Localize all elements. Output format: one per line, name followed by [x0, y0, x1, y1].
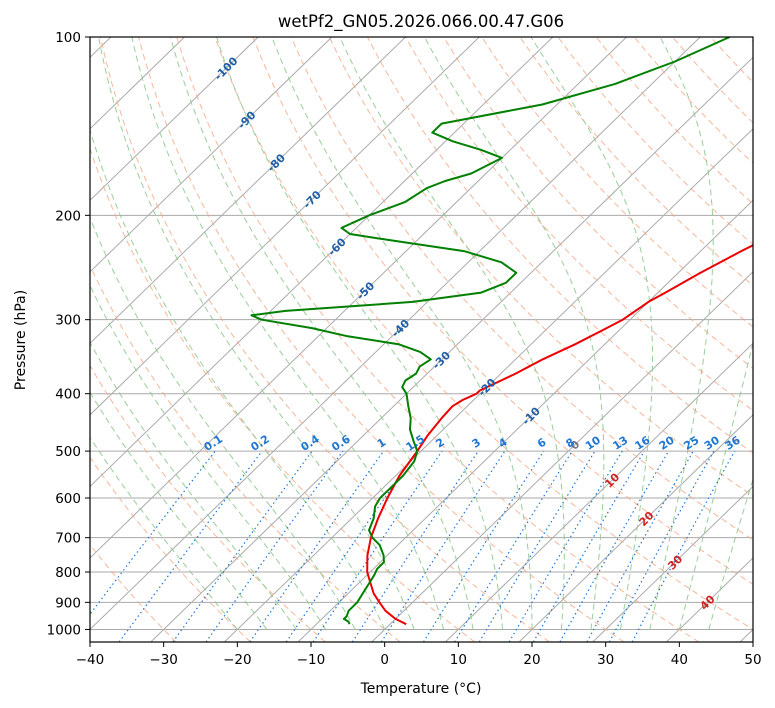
isotherm-line [224, 128, 753, 642]
dry-adiabat-line [176, 37, 700, 642]
mixing-ratio-line [90, 450, 216, 616]
x-tick-label: 10 [450, 652, 467, 668]
sounding-profiles [250, 37, 753, 626]
moist-adiabat-line [170, 37, 474, 630]
moist-adiabat-line [708, 477, 753, 630]
y-tick-label: 1000 [47, 622, 81, 638]
isotherm-line [90, 37, 406, 345]
dry-adiabat-line [90, 456, 251, 642]
y-tick-label: 600 [55, 491, 81, 507]
mixing-ratio-line [608, 450, 715, 642]
mixing-ratio-line [454, 450, 573, 642]
mixing-ratio-line [351, 450, 479, 642]
dry-adiabat-line [328, 37, 753, 497]
y-tick-label: 100 [55, 30, 81, 46]
x-axis-label: Temperature (°C) [360, 681, 482, 697]
isotherm-line [592, 485, 753, 642]
moist-adiabat-line [678, 340, 753, 630]
dry-adiabat-line [90, 264, 401, 642]
mixing-ratio-line [631, 450, 736, 642]
isotherm-line [445, 342, 753, 642]
mixing-ratio-line [532, 450, 645, 642]
moist-adiabat-line [98, 37, 415, 630]
x-tick-label: 20 [523, 652, 540, 668]
plot-frame [89, 36, 754, 643]
y-axis: 100 200 300 400 500 600 700 800 900 1000 [47, 30, 90, 638]
moist-adiabat-line [90, 341, 297, 630]
x-axis: −40 −30 −20 −10 0 10 20 30 40 50 [76, 642, 762, 668]
isotherm-line [90, 37, 701, 631]
x-tick-label: 0 [380, 652, 389, 668]
x-tick-label: −20 [223, 652, 252, 668]
temperature-line [366, 244, 753, 626]
moist-adiabat-line [90, 216, 356, 630]
isotherm-line [90, 37, 480, 416]
mixing-ratio-line [508, 450, 623, 642]
isotherm-line [518, 414, 753, 642]
dry-adiabat-line [443, 37, 753, 370]
dry-adiabat-line [90, 146, 476, 642]
dry-adiabat-line [100, 37, 550, 642]
moist-adiabat-line [530, 37, 653, 630]
x-tick-label: 40 [671, 652, 688, 668]
x-tick-label: −10 [297, 652, 326, 668]
dry-adiabat-line [290, 37, 753, 541]
moist-adiabat-line [271, 37, 533, 630]
dewpoint-line [250, 37, 731, 625]
isotherm-line [90, 37, 554, 488]
x-tick-label: −40 [76, 652, 105, 668]
moist-adiabat-line [216, 37, 503, 630]
mixing-ratio-line [312, 450, 443, 642]
mixing-ratio-line [422, 450, 545, 642]
x-tick-label: 30 [597, 652, 614, 668]
isotherm-line [90, 37, 259, 202]
dry-adiabat-line [214, 37, 753, 630]
y-axis-label: Pressure (hPa) [13, 290, 29, 390]
mixing-ratio-line [478, 450, 596, 642]
moist-adiabat-line [90, 436, 238, 630]
y-tick-label: 400 [55, 387, 81, 403]
moist-adiabat-line [90, 127, 386, 630]
x-tick-label: −30 [149, 652, 178, 668]
background-lines [90, 37, 753, 642]
mixing-ratio-line [285, 450, 418, 642]
isotherm-line [90, 37, 333, 273]
isotherm-line [371, 271, 753, 642]
y-tick-label: 500 [55, 444, 81, 460]
moist-adiabat-line [339, 37, 565, 630]
dry-adiabat-line [519, 37, 753, 287]
y-tick-label: 200 [55, 208, 81, 224]
moist-adiabat-line [90, 391, 268, 630]
isotherm-line [90, 37, 627, 559]
x-tick-label: 50 [744, 652, 761, 668]
moist-adiabat-line [90, 284, 327, 630]
mixing-ratio-line [205, 450, 344, 642]
dry-adiabat-line [481, 37, 753, 328]
isotherm-line [150, 56, 753, 642]
moist-adiabat-line [423, 37, 605, 630]
mixing-ratio-line [249, 450, 384, 642]
y-tick-label: 900 [55, 595, 81, 611]
chart-title: wetPf2_GN05.2026.066.00.47.G06 [278, 12, 564, 32]
moist-adiabat-line [131, 37, 445, 630]
y-tick-label: 700 [55, 531, 81, 547]
dry-adiabat-line [90, 364, 326, 642]
dry-adiabat-line [252, 37, 753, 585]
y-tick-label: 300 [55, 313, 81, 329]
moist-adiabat-line [649, 37, 714, 630]
y-tick-label: 800 [55, 565, 81, 581]
